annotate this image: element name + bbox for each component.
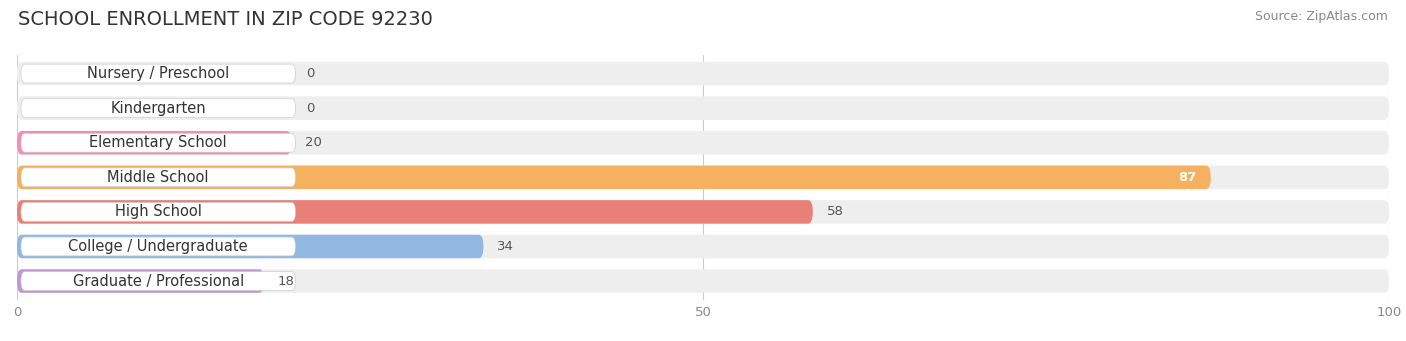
Text: 34: 34 [498, 240, 515, 253]
Text: 58: 58 [827, 205, 844, 218]
FancyBboxPatch shape [17, 97, 1389, 120]
FancyBboxPatch shape [21, 237, 295, 256]
FancyBboxPatch shape [17, 269, 1389, 293]
FancyBboxPatch shape [17, 269, 264, 293]
Text: High School: High School [115, 204, 201, 219]
FancyBboxPatch shape [17, 166, 1389, 189]
FancyBboxPatch shape [17, 166, 1211, 189]
FancyBboxPatch shape [17, 62, 1389, 85]
FancyBboxPatch shape [21, 64, 295, 83]
Text: Elementary School: Elementary School [90, 135, 226, 150]
FancyBboxPatch shape [17, 235, 484, 258]
Text: College / Undergraduate: College / Undergraduate [69, 239, 247, 254]
Text: SCHOOL ENROLLMENT IN ZIP CODE 92230: SCHOOL ENROLLMENT IN ZIP CODE 92230 [18, 10, 433, 29]
Text: 0: 0 [307, 67, 315, 80]
FancyBboxPatch shape [21, 133, 295, 152]
Text: 18: 18 [277, 275, 294, 287]
Text: Nursery / Preschool: Nursery / Preschool [87, 66, 229, 81]
Text: Source: ZipAtlas.com: Source: ZipAtlas.com [1254, 10, 1388, 23]
FancyBboxPatch shape [21, 99, 295, 118]
Text: 0: 0 [307, 102, 315, 115]
FancyBboxPatch shape [17, 131, 291, 154]
Text: Kindergarten: Kindergarten [111, 101, 207, 116]
FancyBboxPatch shape [17, 131, 1389, 154]
Text: 20: 20 [305, 136, 322, 149]
Text: Middle School: Middle School [107, 170, 209, 185]
FancyBboxPatch shape [21, 272, 295, 291]
FancyBboxPatch shape [21, 203, 295, 221]
Text: 87: 87 [1178, 171, 1197, 184]
FancyBboxPatch shape [21, 168, 295, 187]
FancyBboxPatch shape [17, 200, 1389, 224]
Text: Graduate / Professional: Graduate / Professional [73, 273, 243, 288]
FancyBboxPatch shape [17, 235, 1389, 258]
FancyBboxPatch shape [17, 200, 813, 224]
